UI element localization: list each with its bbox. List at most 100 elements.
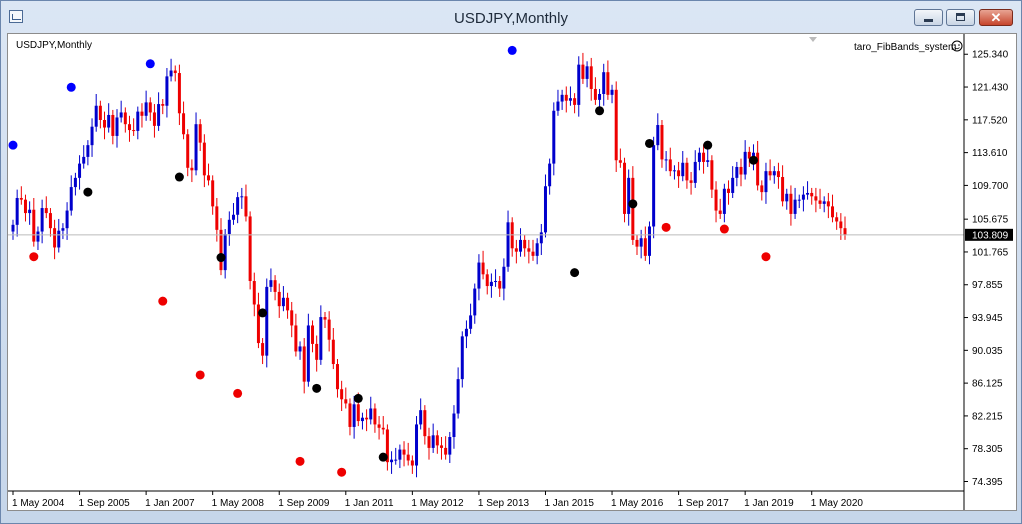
candle-body [348, 403, 352, 427]
candle-body [635, 239, 639, 247]
candle-body [739, 166, 743, 175]
candle-body [319, 317, 323, 360]
candle-body [514, 248, 518, 252]
candle-body [261, 343, 265, 356]
candle-body [98, 105, 102, 120]
candle-body [469, 315, 473, 329]
candle-body [460, 336, 464, 380]
candle-body [219, 229, 223, 271]
minimize-button[interactable] [914, 9, 943, 26]
candle-body [519, 239, 523, 252]
candle-body [240, 196, 244, 198]
candle-body [818, 200, 822, 204]
candle-body [252, 281, 256, 305]
price-tick-label: 82.215 [972, 411, 1003, 422]
candle-body [843, 228, 847, 235]
candle-body [273, 280, 277, 292]
candle-body [28, 209, 32, 214]
candle-body [564, 94, 568, 101]
candle-body [11, 224, 15, 232]
candle-body [215, 206, 219, 230]
candle-body [785, 193, 789, 202]
candle-body [660, 125, 664, 160]
candle-body [157, 104, 161, 126]
signal-marker [174, 172, 184, 182]
signal-marker [216, 253, 226, 263]
candle-body [531, 251, 535, 256]
signal-marker [644, 138, 654, 148]
candle-body [652, 145, 656, 227]
candle-body [365, 417, 369, 420]
candle-body [61, 228, 65, 231]
signal-marker [312, 383, 322, 393]
chart-shift-marker [809, 37, 817, 42]
candle-body [548, 163, 552, 187]
candle-body [439, 445, 443, 448]
candle-body [556, 101, 560, 111]
candle-body [456, 379, 460, 414]
candle-body [169, 70, 173, 77]
candle-body [248, 216, 252, 282]
price-tick-label: 74.395 [972, 477, 1003, 488]
signal-marker [378, 452, 388, 462]
candle-body [231, 214, 235, 220]
price-chart[interactable]: 125.340 121.430 117.520 113.610 109.700 105.6… [8, 34, 1016, 510]
candle-body [19, 197, 23, 200]
time-tick-label: 1 Jan 2019 [744, 498, 794, 509]
time-tick-label: 1 Sep 2009 [278, 498, 330, 509]
candle-body [90, 126, 94, 146]
candle-body [356, 404, 360, 422]
candle-body [702, 152, 706, 162]
candle-body [481, 262, 485, 275]
candle-body [132, 130, 136, 132]
price-tick-label: 117.520 [972, 115, 1008, 126]
signal-marker [195, 370, 205, 380]
candle-body [489, 281, 493, 287]
time-tick-label: 1 Sep 2017 [678, 498, 730, 509]
candle-body [776, 171, 780, 178]
title-bar[interactable]: USDJPY,Monthly ✕ [1, 1, 1021, 33]
window-title: USDJPY,Monthly [454, 10, 568, 27]
candle-body [277, 291, 281, 307]
indicator-label: taro_FibBands_system [854, 42, 956, 53]
candle-body [127, 124, 131, 131]
candle-body [614, 89, 618, 161]
time-tick-label: 1 Sep 2013 [478, 498, 530, 509]
signal-marker [353, 393, 363, 403]
candle-body [294, 325, 298, 352]
candle-body [390, 459, 394, 463]
candle-body [822, 201, 826, 204]
signal-marker [337, 467, 347, 477]
candle-body [265, 286, 269, 356]
candle-body [182, 113, 186, 135]
candle-body [236, 197, 240, 215]
close-button[interactable]: ✕ [979, 9, 1013, 26]
candle-body [598, 93, 602, 100]
signal-marker [595, 106, 605, 116]
candle-body [768, 171, 772, 176]
signal-marker [29, 252, 39, 262]
candle-body [311, 325, 315, 344]
candle-body [610, 89, 614, 95]
time-tick-label: 1 Jan 2015 [544, 498, 594, 509]
candle-body [539, 232, 543, 244]
signal-marker [719, 224, 729, 234]
candle-body [639, 238, 643, 247]
candle-body [606, 72, 610, 95]
time-tick-label: 1 May 2016 [611, 498, 664, 509]
candle-body [173, 70, 177, 74]
chart-area[interactable]: 125.340 121.430 117.520 113.610 109.700 105.6… [7, 33, 1017, 511]
signal-marker [748, 155, 758, 165]
signal-marker [703, 140, 713, 150]
candle-body [323, 317, 327, 320]
candle-body [452, 413, 456, 438]
candle-body [406, 454, 410, 461]
signal-marker [258, 308, 268, 318]
candle-body [410, 460, 414, 466]
price-tick-label: 101.765 [972, 247, 1009, 258]
candle-body [581, 64, 585, 79]
candle-body [427, 436, 431, 448]
maximize-button[interactable] [946, 9, 975, 26]
price-tick-label: 113.610 [972, 148, 1008, 159]
candle-body [727, 188, 731, 193]
